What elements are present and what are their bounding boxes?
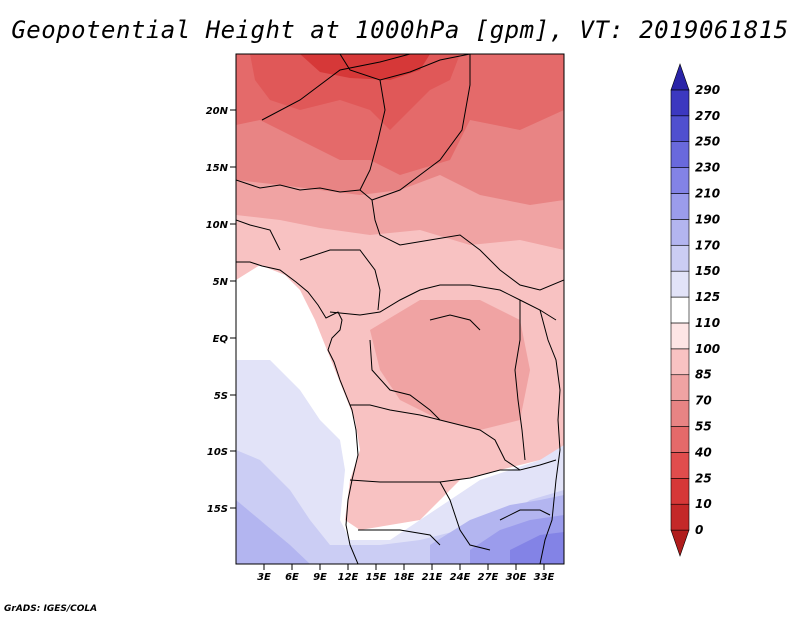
lat-label: 5S bbox=[214, 391, 228, 402]
colorbar-segment bbox=[670, 503, 690, 531]
colorbar-segment bbox=[670, 529, 690, 557]
colorbar: 0 10 25 40 55 70 85 100 110 125 150 170 190 210 230 250… bbox=[670, 63, 720, 557]
lat-label: 10S bbox=[207, 447, 228, 458]
lon-label: 33E bbox=[534, 572, 555, 583]
lat-label: 5N bbox=[213, 277, 229, 288]
lat-label: 15S bbox=[207, 504, 228, 515]
colorbar-label: 125 bbox=[695, 290, 720, 304]
colorbar-label: 40 bbox=[694, 445, 712, 459]
colorbar-label: 10 bbox=[695, 497, 712, 511]
lon-label: 6E bbox=[285, 572, 299, 583]
lon-label: 9E bbox=[313, 572, 327, 583]
map-field bbox=[236, 54, 564, 564]
colorbar-segment bbox=[670, 452, 690, 479]
colorbar-label: 70 bbox=[695, 394, 712, 408]
contour-north-dark bbox=[300, 54, 430, 80]
colorbar-segment bbox=[670, 141, 690, 168]
country-borders bbox=[236, 54, 564, 564]
lon-labels: 3E 6E 9E 12E 15E 18E 21E 24E 27E 30E 33E bbox=[257, 572, 554, 583]
lat-label: 15N bbox=[206, 163, 229, 174]
lon-label: 27E bbox=[478, 572, 499, 583]
colorbar-label: 150 bbox=[695, 264, 720, 278]
contour-ocean-125 bbox=[236, 360, 564, 564]
colorbar-segment bbox=[670, 193, 690, 220]
colorbar-label: 55 bbox=[695, 420, 712, 434]
colorbar-label: 0 bbox=[695, 523, 703, 537]
colorbar-segment bbox=[670, 219, 690, 246]
lat-label: EQ bbox=[213, 334, 229, 345]
colorbar-segment bbox=[670, 296, 690, 324]
contour-congo-85 bbox=[370, 300, 530, 430]
lat-label: 10N bbox=[206, 220, 229, 231]
colorbar-segment bbox=[670, 63, 690, 91]
colorbar-label: 110 bbox=[695, 316, 720, 330]
colorbar-segment bbox=[670, 478, 690, 505]
map-frame bbox=[235, 53, 565, 565]
colorbar-segment bbox=[670, 167, 690, 194]
colorbar-segment bbox=[670, 322, 690, 350]
colorbar-label: 100 bbox=[695, 342, 720, 356]
colorbar-segment bbox=[670, 244, 690, 272]
map-title: Geopotential Height at 1000hPa [gpm], VT… bbox=[11, 16, 789, 44]
lat-axis bbox=[230, 109, 236, 509]
contour-south-210 bbox=[510, 532, 564, 564]
colorbar-label: 270 bbox=[695, 109, 720, 123]
colorbar-segment bbox=[670, 426, 690, 453]
lon-label: 18E bbox=[394, 572, 415, 583]
lon-axis bbox=[263, 564, 545, 570]
lat-label: 20N bbox=[206, 106, 229, 117]
colorbar-segment bbox=[670, 270, 690, 298]
lon-label: 24E bbox=[450, 572, 471, 583]
grads-credit: GrADS: IGES/COLA bbox=[4, 604, 98, 614]
colorbar-segment bbox=[670, 348, 690, 376]
lon-label: 3E bbox=[257, 572, 271, 583]
lon-label: 15E bbox=[366, 572, 387, 583]
colorbar-label: 290 bbox=[695, 83, 720, 97]
colorbar-segment bbox=[670, 115, 690, 142]
colorbar-segment bbox=[670, 400, 690, 427]
lon-label: 30E bbox=[506, 572, 527, 583]
colorbar-label: 25 bbox=[695, 471, 712, 485]
colorbar-label: 230 bbox=[695, 161, 720, 175]
colorbar-label: 190 bbox=[695, 212, 720, 226]
colorbar-segment bbox=[670, 89, 690, 117]
lat-labels: 20N 15N 10N 5N EQ 5S 10S 15S bbox=[206, 106, 229, 515]
lon-label: 21E bbox=[422, 572, 443, 583]
colorbar-segment bbox=[670, 374, 690, 401]
lon-label: 12E bbox=[338, 572, 359, 583]
colorbar-label: 85 bbox=[695, 368, 712, 382]
colorbar-label: 250 bbox=[695, 135, 720, 149]
colorbar-label: 210 bbox=[695, 186, 720, 200]
colorbar-label: 170 bbox=[695, 238, 720, 252]
